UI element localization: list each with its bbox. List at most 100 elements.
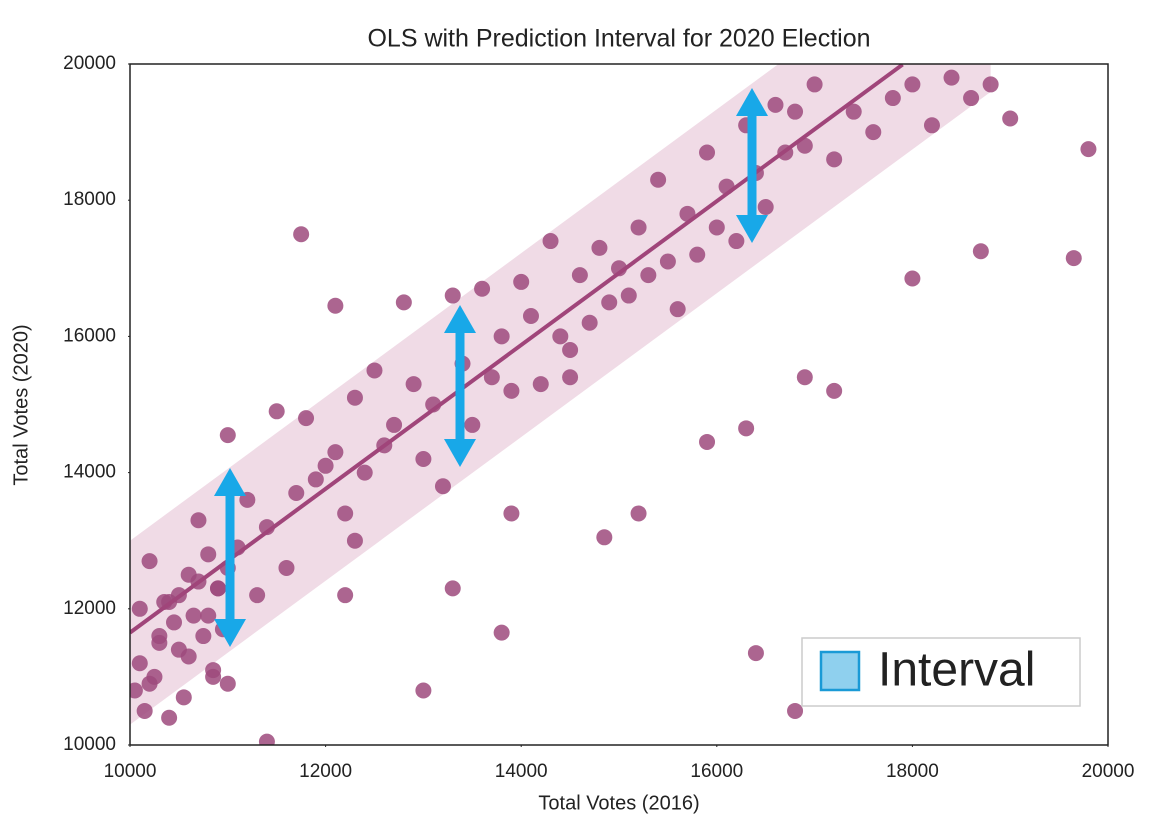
point — [542, 233, 559, 250]
point — [444, 287, 461, 304]
point — [943, 69, 960, 86]
y-tick-label: 20000 — [63, 53, 116, 74]
arrow-head — [736, 215, 768, 243]
point — [161, 709, 178, 726]
point — [972, 243, 989, 260]
point — [307, 471, 324, 488]
x-tick-label: 20000 — [1082, 761, 1135, 782]
point — [1080, 141, 1097, 158]
point — [591, 239, 608, 256]
arrow-head — [444, 305, 476, 333]
point — [826, 151, 843, 168]
point — [386, 416, 403, 433]
point — [865, 124, 882, 141]
point — [620, 287, 637, 304]
arrow-head — [444, 439, 476, 467]
point — [395, 294, 412, 311]
point — [904, 76, 921, 93]
point — [258, 733, 275, 745]
band-layer — [130, 64, 991, 725]
prediction-interval — [130, 64, 991, 725]
point — [151, 628, 168, 645]
point — [200, 607, 217, 624]
point — [346, 389, 363, 406]
y-tick-label: 12000 — [63, 598, 116, 619]
point — [630, 219, 647, 236]
point — [522, 307, 539, 324]
arrows — [214, 88, 768, 647]
point — [581, 314, 598, 331]
point — [708, 219, 725, 236]
point — [806, 76, 823, 93]
point — [689, 246, 706, 263]
points-layer — [130, 64, 1097, 745]
point — [669, 301, 686, 318]
point — [464, 416, 481, 433]
point — [699, 144, 716, 161]
point — [444, 580, 461, 597]
point — [415, 450, 432, 467]
point — [503, 382, 520, 399]
x-axis-label: Total Votes (2016) — [538, 792, 699, 814]
point — [293, 226, 310, 243]
point — [190, 512, 207, 529]
point — [268, 403, 285, 420]
point — [513, 273, 530, 290]
point — [180, 566, 197, 583]
point — [767, 96, 784, 113]
point — [130, 682, 143, 699]
point — [219, 427, 236, 444]
point — [493, 624, 510, 641]
point — [923, 117, 940, 134]
legend-label: Interval — [878, 644, 1035, 697]
point — [434, 478, 451, 495]
point — [327, 444, 344, 461]
point — [337, 505, 354, 522]
point — [327, 297, 344, 314]
y-tick-label: 16000 — [63, 325, 116, 346]
arrow-head — [736, 88, 768, 116]
point — [175, 689, 192, 706]
point — [136, 702, 153, 719]
point — [288, 485, 305, 502]
point — [493, 328, 510, 345]
point — [787, 702, 804, 719]
y-tick-label: 10000 — [63, 734, 116, 755]
point — [738, 420, 755, 437]
point — [366, 362, 383, 379]
point — [659, 253, 676, 270]
x-tick-label: 16000 — [690, 761, 743, 782]
point — [249, 587, 266, 604]
point — [503, 505, 520, 522]
point — [483, 369, 500, 386]
point — [787, 103, 804, 120]
legend-patch — [819, 650, 861, 692]
point — [630, 505, 647, 522]
point — [845, 103, 862, 120]
point — [982, 76, 999, 93]
point — [796, 369, 813, 386]
point — [884, 90, 901, 107]
point — [699, 433, 716, 450]
y-tick-label: 18000 — [63, 189, 116, 210]
point — [596, 529, 613, 546]
plot-frame — [129, 63, 1109, 746]
point — [337, 587, 354, 604]
point — [904, 270, 921, 287]
point — [728, 233, 745, 250]
point — [1002, 110, 1019, 127]
x-tick-label: 18000 — [886, 761, 939, 782]
point — [963, 90, 980, 107]
point — [205, 668, 222, 685]
point — [747, 645, 764, 662]
y-axis-label: Total Votes (2020) — [10, 324, 32, 485]
point — [170, 641, 187, 658]
point — [415, 682, 432, 699]
point — [185, 607, 202, 624]
point — [1065, 250, 1082, 267]
x-tick-label: 12000 — [299, 761, 352, 782]
point — [166, 614, 183, 631]
point — [552, 328, 569, 345]
point — [571, 267, 588, 284]
